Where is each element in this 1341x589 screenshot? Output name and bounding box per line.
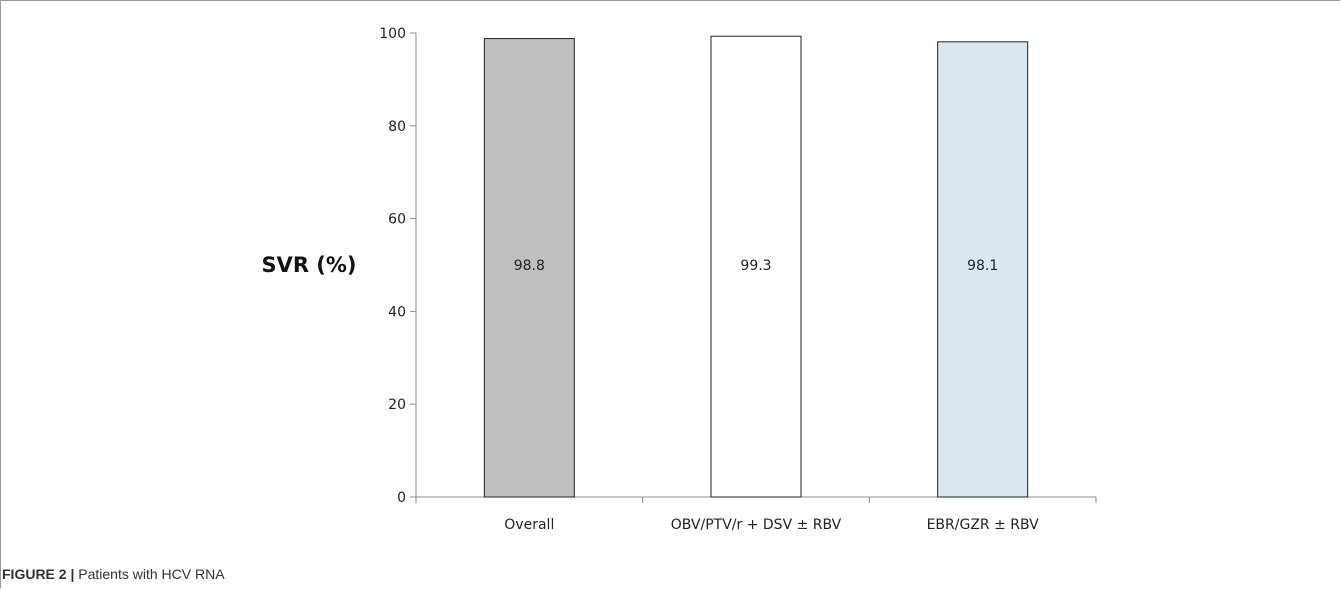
axes: 0 20 40 60 80 100 Overall OBV/PTV/r + DSV ± RBV… <box>379 26 1097 533</box>
y-tick-label: 20 <box>388 397 406 413</box>
x-category-label: EBR/GZR ± RBV <box>927 517 1040 533</box>
bar <box>937 41 1029 498</box>
figure-label: FIGURE 2 | <box>2 566 75 582</box>
data-label: 98.1 <box>967 258 998 274</box>
y-tick-label: 40 <box>388 304 406 320</box>
data-label: 99.3 <box>740 258 771 274</box>
data-label: 98.8 <box>514 258 545 274</box>
bar-chart: SVR (%) 0 20 40 60 80 100 Overall OBV/PTV/r + D… <box>261 26 1097 533</box>
caption-text: Patients with HCV RNA <box>74 566 225 582</box>
bar <box>710 35 802 498</box>
y-tick-label: 100 <box>379 26 406 42</box>
bar <box>483 38 575 498</box>
x-category-label: OBV/PTV/r + DSV ± RBV <box>671 517 842 533</box>
bars: 98.8 99.3 98.1 <box>483 35 1029 498</box>
y-tick-label: 0 <box>397 490 406 506</box>
y-axis-label: SVR (%) <box>261 253 356 277</box>
y-tick-label: 80 <box>388 119 406 135</box>
figure-caption: FIGURE 2 | Patients with HCV RNA <box>2 566 225 582</box>
y-tick-label: 60 <box>388 212 406 228</box>
x-category-label: Overall <box>504 517 554 533</box>
